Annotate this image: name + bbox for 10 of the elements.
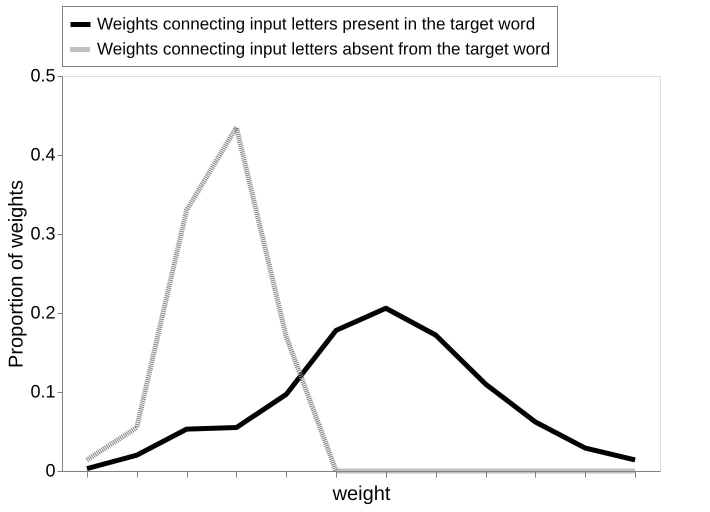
- x-axis-title: weight: [332, 483, 391, 505]
- y-tick-label: 0.2: [30, 302, 56, 322]
- legend-label: Weights connecting input letters absent from the target word: [97, 40, 550, 58]
- legend-label: Weights connecting input letters present in the target word: [97, 14, 536, 34]
- y-tick-label: 0.4: [30, 144, 56, 164]
- y-axis-title: Proportion of weights: [5, 180, 28, 368]
- y-tick-label: 0.1: [30, 382, 56, 402]
- y-tick-label: 0: [45, 460, 56, 480]
- y-tick-label: 0.5: [30, 66, 56, 86]
- y-tick-label: 0.3: [30, 224, 56, 244]
